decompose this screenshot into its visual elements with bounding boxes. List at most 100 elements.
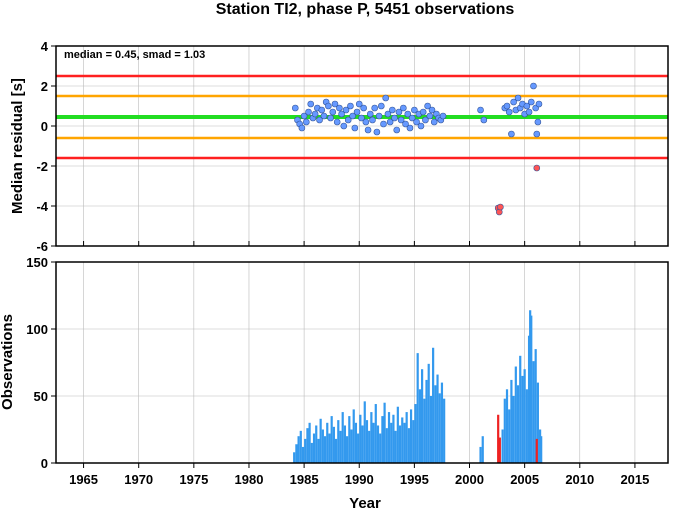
- observations-x-tick-label: 2015: [620, 472, 649, 487]
- observations-bar: [332, 426, 335, 463]
- residual-point: [391, 114, 398, 122]
- observations-bar: [312, 433, 316, 463]
- residual-point: [386, 118, 394, 126]
- observations-bar: [416, 353, 419, 463]
- observations-bar: [438, 393, 441, 463]
- observations-bar: [536, 382, 539, 463]
- residual-panel: -6 -4 -2 0 2 4 median = 0.45, smad = 1.03 Med…: [9, 39, 669, 254]
- residual-point: [373, 128, 381, 136]
- observations-bar: [310, 442, 313, 463]
- residual-point: [369, 116, 376, 124]
- observations-bar: [425, 379, 428, 463]
- residual-y-tick-label: -2: [36, 159, 48, 174]
- observations-bar: [317, 438, 320, 463]
- observations-bar: [328, 433, 331, 463]
- observations-bar: [443, 398, 446, 463]
- observations-bar: [405, 412, 408, 463]
- residual-point: [419, 108, 427, 116]
- observations-bar: [503, 398, 506, 463]
- residual-point: [424, 102, 431, 110]
- residual-y-ticks: -6 -4 -2 0 2 4: [36, 39, 56, 254]
- observations-x-tick-label: 2000: [455, 472, 484, 487]
- observations-bar: [306, 428, 309, 463]
- observations-bar: [516, 385, 520, 463]
- observations-bar: [510, 379, 513, 463]
- observations-bar: [403, 422, 406, 463]
- observations-bar: [370, 412, 373, 463]
- observations-bar: [350, 429, 353, 463]
- observations-bar: [497, 414, 500, 463]
- observations-bar: [519, 355, 522, 463]
- observations-bar: [365, 420, 369, 463]
- residual-point: [329, 108, 337, 116]
- residual-point: [439, 112, 447, 120]
- residual-point: [384, 110, 392, 118]
- observations-bar: [432, 347, 435, 463]
- observations-x-tick-label: 1985: [290, 472, 319, 487]
- residual-point: [305, 108, 312, 116]
- observations-bar: [434, 385, 437, 463]
- residual-point: [327, 114, 334, 122]
- observations-bar: [401, 417, 404, 463]
- residual-point: [371, 104, 378, 112]
- observations-bar: [301, 446, 305, 463]
- residual-point: [300, 112, 308, 120]
- observations-bar: [521, 375, 524, 463]
- observations-bar: [512, 396, 515, 463]
- residual-point: [291, 104, 299, 112]
- observations-x-tick-label: 2010: [565, 472, 594, 487]
- residual-point: [525, 108, 533, 116]
- residual-point: [353, 108, 361, 116]
- observations-bar: [481, 436, 484, 463]
- residual-point: [355, 100, 363, 108]
- observations-bar: [523, 369, 526, 463]
- residual-y-tick-label: 4: [41, 39, 49, 54]
- residual-point: [510, 98, 517, 106]
- residual-point: [338, 110, 345, 118]
- residual-point: [406, 124, 414, 132]
- observations-plot-frame: [55, 261, 669, 464]
- residual-point: [325, 102, 332, 110]
- residual-point: [413, 118, 420, 126]
- observations-bar: [527, 335, 531, 463]
- residual-point: [362, 118, 370, 126]
- residual-point: [400, 104, 407, 112]
- observations-x-tick-label: 1970: [124, 472, 153, 487]
- residual-point: [316, 116, 323, 124]
- residual-y-tick-label: -6: [36, 239, 48, 254]
- observations-bar: [315, 425, 318, 463]
- residual-point: [336, 104, 343, 112]
- observations-bar: [304, 438, 307, 463]
- residual-point: [422, 116, 429, 124]
- residual-point: [331, 100, 339, 108]
- observations-bar: [299, 430, 302, 463]
- residual-annotation: median = 0.45, smad = 1.03: [64, 49, 205, 61]
- observations-bar: [337, 420, 340, 463]
- residual-point: [535, 100, 543, 108]
- observations-bar: [387, 412, 391, 463]
- observations-bar: [352, 409, 355, 463]
- observations-bar: [534, 349, 537, 463]
- observations-bar: [429, 396, 433, 463]
- observations-bar: [385, 428, 388, 463]
- observations-bar: [346, 436, 349, 463]
- observations-bar: [479, 446, 482, 463]
- residual-point: [428, 106, 436, 114]
- residual-point: [408, 114, 416, 122]
- residual-point: [366, 110, 374, 118]
- residual-point: [349, 112, 356, 120]
- observations-bar: [354, 422, 358, 463]
- residual-point: [351, 124, 359, 132]
- residual-point: [533, 130, 541, 138]
- observations-bar: [343, 425, 347, 463]
- observations-bar: [319, 418, 322, 463]
- observations-bars: [293, 310, 543, 463]
- observations-bar: [392, 414, 395, 463]
- residual-point: [340, 122, 348, 130]
- observations-bar: [525, 389, 528, 463]
- observations-bar: [361, 425, 364, 463]
- residual-point: [380, 120, 387, 128]
- observations-bar: [381, 416, 384, 463]
- residual-point: [527, 98, 535, 106]
- observations-bar: [363, 401, 366, 463]
